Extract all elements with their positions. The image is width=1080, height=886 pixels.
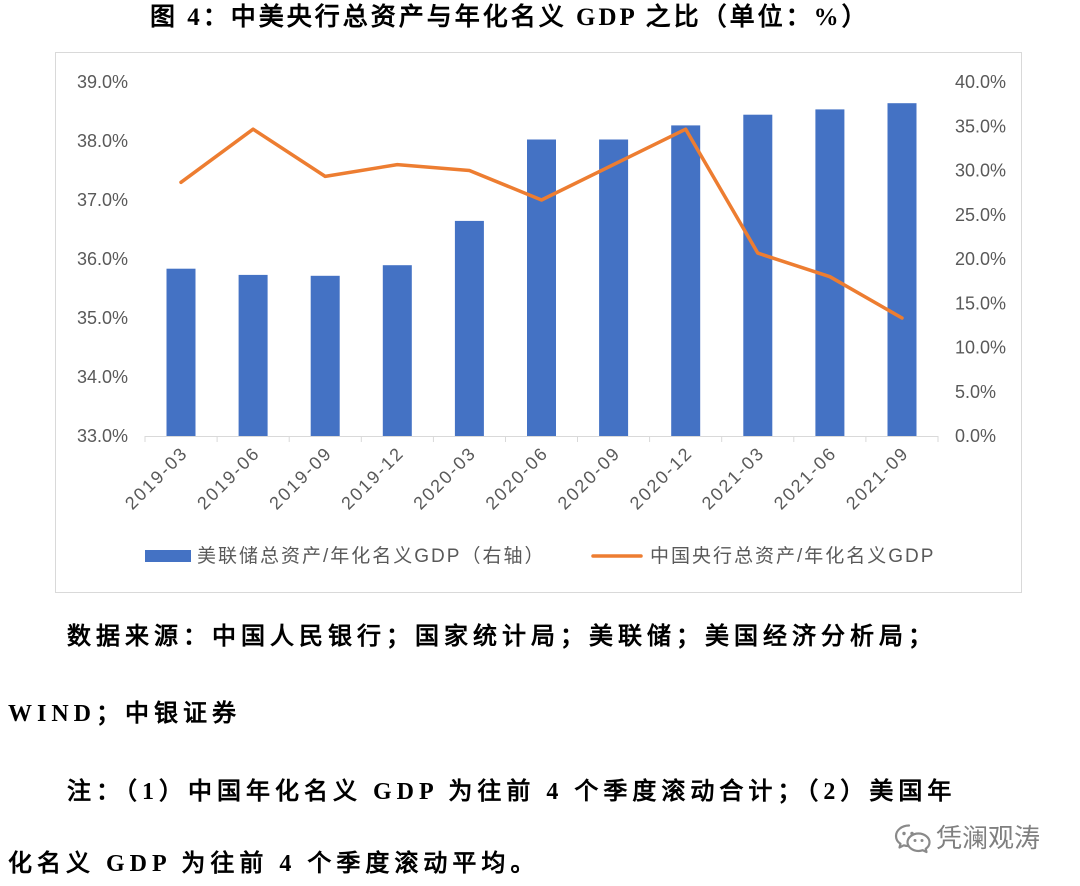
pboc-ratio-point: [612, 163, 616, 167]
fed-ratio-bar: [887, 103, 917, 436]
fed-ratio-bar: [238, 274, 268, 436]
wechat-icon-eye: [913, 839, 917, 842]
right-axis-tick-label: 35.0%: [955, 116, 1006, 136]
left-axis-tick-label: 34.0%: [77, 367, 128, 387]
left-axis-tick-label: 36.0%: [77, 249, 128, 269]
x-axis-tick-label: 2019-12: [337, 443, 408, 514]
right-axis-tick-label: 10.0%: [955, 338, 1006, 358]
pboc-ratio-point: [684, 127, 688, 131]
fed-ratio-bar: [454, 220, 484, 436]
wechat-icon-bubble-front: [906, 832, 931, 854]
source-line: WIND；中银证券: [8, 701, 242, 727]
pboc-ratio-point: [395, 163, 399, 167]
right-axis-tick-label: 0.0%: [955, 426, 996, 446]
pboc-ratio-point: [251, 127, 255, 131]
left-axis-tick-label: 33.0%: [77, 426, 128, 446]
x-axis-labels: 2019-03 2019-06 2019-09 2019-12 2020-03 2020-…: [121, 443, 913, 514]
legend-label-pboc: 中国央行总资产/年化名义GDP: [650, 545, 935, 567]
watermark-text: 凭澜观涛: [936, 823, 1041, 853]
figure-caption: 图 4：中美央行总资产与年化名义 GDP 之比（单位：%）: [150, 4, 870, 31]
pboc-ratio-point: [323, 174, 327, 178]
legend-swatch-bar: [145, 550, 191, 562]
wechat-icon: [894, 824, 931, 854]
pboc-ratio-point: [756, 251, 760, 255]
left-axis-tick-label: 37.0%: [77, 190, 128, 210]
source-line: 数据来源：中国人民银行；国家统计局；美联储；美国经济分析局；: [67, 624, 937, 650]
wechat-icon-eye: [920, 839, 924, 842]
fed-ratio-bar: [166, 268, 196, 436]
left-axis-tick-label: 35.0%: [77, 308, 128, 328]
x-axis-tick-label: 2019-03: [121, 443, 192, 514]
pboc-ratio-point: [179, 180, 183, 184]
pboc-ratio-point: [540, 198, 543, 202]
fed-ratio-bar: [527, 139, 556, 436]
left-axis-tick-label: 38.0%: [77, 131, 128, 151]
right-axis-tick-label: 25.0%: [955, 205, 1006, 225]
pboc-line-series: [179, 127, 904, 320]
x-axis-tick-label: 2020-12: [626, 443, 697, 514]
legend-item-pboc: 中国央行总资产/年化名义GDP: [591, 545, 935, 567]
x-axis-tick-label: 2020-06: [482, 443, 553, 514]
x-axis-ticks: [144, 436, 939, 442]
watermark: 凭澜观涛: [894, 822, 1044, 856]
legend-label-fed: 美联储总资产/年化名义GDP（右轴）: [197, 545, 545, 567]
note-line: 化名义 GDP 为往前 4 个季度滚动平均。: [8, 851, 540, 877]
note-line: 注：（1）中国年化名义 GDP 为往前 4 个季度滚动合计；（2）美国年: [67, 779, 957, 805]
fed-ratio-bar: [671, 125, 701, 437]
x-axis-tick-label: 2019-09: [265, 443, 336, 514]
x-axis-tick-label: 2019-06: [193, 443, 264, 514]
left-axis-tick-label: 39.0%: [77, 72, 128, 92]
right-axis-tick-label: 20.0%: [955, 249, 1006, 269]
fed-ratio-bar: [310, 275, 340, 436]
pboc-ratio-point: [467, 169, 471, 172]
right-axis-tick-label: 15.0%: [955, 293, 1006, 313]
right-axis-tick-label: 30.0%: [955, 161, 1006, 181]
right-y-axis: 0.0% 5.0% 10.0% 15.0% 20.0% 25.0% 30.0% 35.0% 40…: [955, 72, 1006, 446]
legend-item-fed: 美联储总资产/年化名义GDP（右轴）: [145, 545, 545, 567]
pboc-ratio-point: [828, 275, 832, 279]
chart: 33.0% 34.0% 35.0% 36.0% 37.0% 38.0% 39.0% 0.0%…: [55, 52, 1022, 593]
fed-ratio-bar: [599, 139, 629, 436]
x-axis-tick-label: 2020-03: [409, 443, 480, 514]
fed-bar-series: [166, 103, 917, 437]
right-axis-tick-label: 40.0%: [955, 72, 1006, 92]
legend: 美联储总资产/年化名义GDP（右轴） 中国央行总资产/年化名义GDP: [145, 545, 935, 567]
wechat-icon-eye: [910, 831, 914, 836]
wechat-icon-bubble-back: [894, 824, 911, 849]
right-axis-tick-label: 5.0%: [955, 382, 996, 402]
x-axis-tick-label: 2021-09: [842, 443, 913, 514]
fed-ratio-bar: [382, 265, 412, 436]
x-axis-tick-label: 2021-03: [698, 443, 769, 514]
wechat-icon-eye: [902, 831, 906, 836]
x-axis-tick-label: 2020-09: [554, 443, 625, 514]
x-axis-tick-label: 2021-06: [770, 443, 841, 514]
chart-frame: [55, 52, 1022, 593]
left-y-axis: 33.0% 34.0% 35.0% 36.0% 37.0% 38.0% 39.0%: [77, 72, 128, 446]
pboc-ratio-point: [900, 316, 904, 320]
fed-ratio-bar: [743, 114, 773, 436]
